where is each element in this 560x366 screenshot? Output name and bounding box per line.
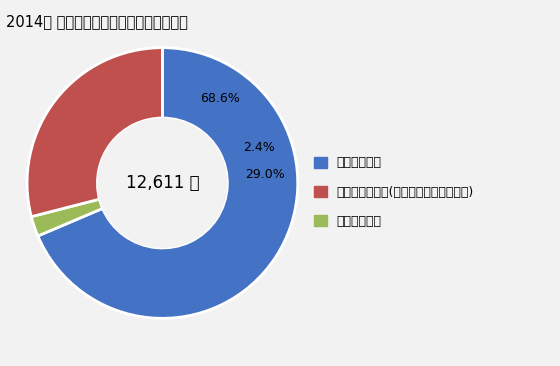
Circle shape [97,118,227,248]
Text: 68.6%: 68.6% [200,92,240,105]
Text: 2014年 機械器具小売業の従業者数の内訳: 2014年 機械器具小売業の従業者数の内訳 [6,15,188,30]
Wedge shape [31,199,102,236]
Text: 2.4%: 2.4% [243,141,275,154]
Text: 12,611 人: 12,611 人 [125,174,199,192]
Wedge shape [27,48,162,217]
Legend: 自動車小売業, 機械器具小売業(自動車，自転車を除く), 自転車小売業: 自動車小売業, 機械器具小売業(自動車，自転車を除く), 自転車小売業 [314,156,474,228]
Text: 29.0%: 29.0% [245,168,285,182]
Wedge shape [38,48,298,318]
